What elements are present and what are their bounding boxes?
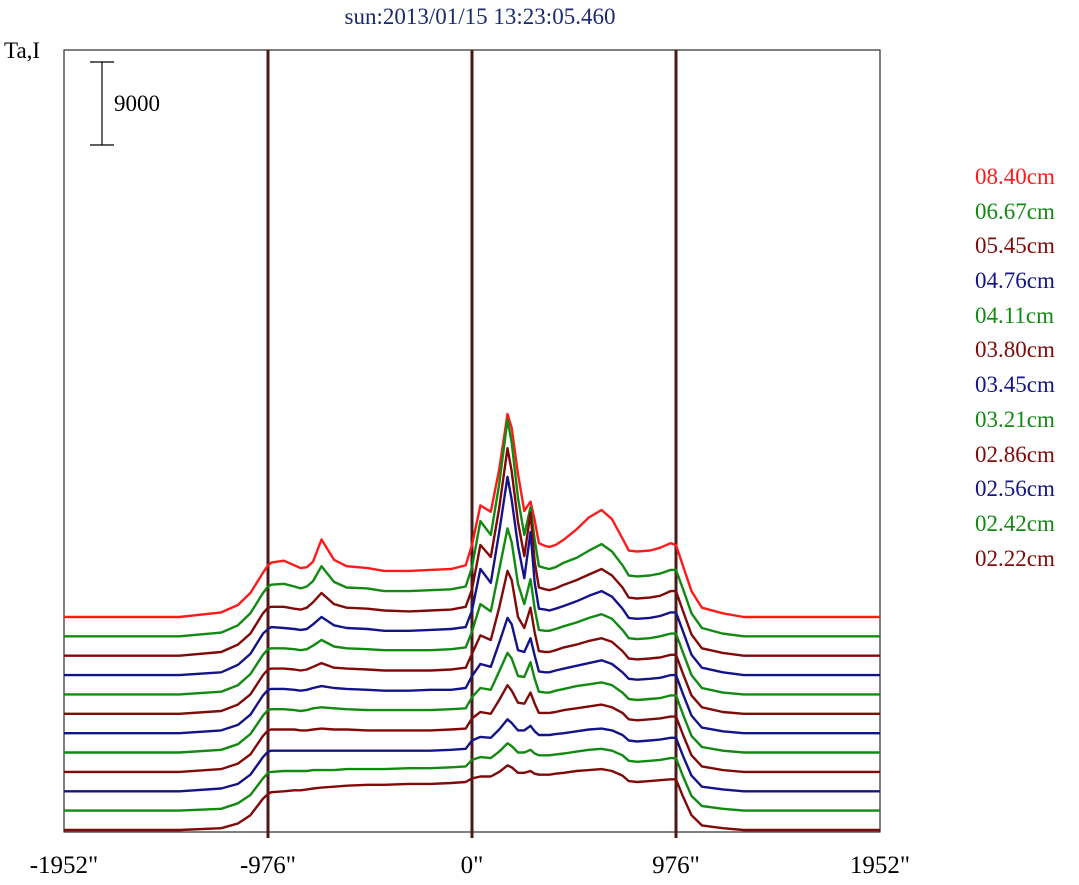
legend-entry: 02.42cm <box>975 510 1055 536</box>
legend-entry: 02.56cm <box>975 476 1055 502</box>
series-layer <box>64 412 880 832</box>
y-axis-label: Ta,I <box>4 38 41 63</box>
x-tick-label: -976" <box>239 852 297 879</box>
series-line-03.45cm <box>64 616 880 735</box>
series-line-02.22cm <box>64 764 880 832</box>
series-line-05.45cm <box>64 447 880 657</box>
series-line-02.56cm <box>64 718 880 793</box>
x-tick-label: -1952" <box>29 852 99 879</box>
reference-lines <box>266 50 678 838</box>
x-tick-label: 0" <box>460 852 484 879</box>
series-line-03.80cm <box>64 569 880 715</box>
x-tick-label: 976" <box>652 852 700 879</box>
legend: 08.40cm 06.67cm 05.45cm 04.76cm 04.11cm 03.80… <box>975 160 1055 576</box>
legend-entry: 02.22cm <box>975 545 1055 571</box>
scale-bar: 9000 <box>90 61 160 146</box>
series-line-04.11cm <box>64 527 880 696</box>
series-line-02.42cm <box>64 742 880 812</box>
legend-entry: 03.45cm <box>975 372 1055 398</box>
series-line-06.67cm <box>64 418 880 638</box>
chart-title: sun:2013/01/15 13:23:05.460 <box>344 4 616 29</box>
series-line-03.21cm <box>64 651 880 754</box>
series-line-04.76cm <box>64 475 880 677</box>
legend-entry: 02.86cm <box>975 441 1055 467</box>
legend-entry: 03.80cm <box>975 337 1055 363</box>
series-line-08.40cm <box>64 412 880 619</box>
legend-entry: 03.21cm <box>975 406 1055 432</box>
x-tick-label: 1952" <box>849 852 911 879</box>
legend-entry: 04.76cm <box>975 268 1055 294</box>
scale-bar-label: 9000 <box>114 91 160 116</box>
legend-entry: 04.11cm <box>975 302 1054 328</box>
legend-entry: 08.40cm <box>975 164 1055 189</box>
legend-entry: 05.45cm <box>975 233 1055 259</box>
series-line-02.86cm <box>64 684 880 774</box>
legend-entry: 06.67cm <box>975 198 1055 224</box>
